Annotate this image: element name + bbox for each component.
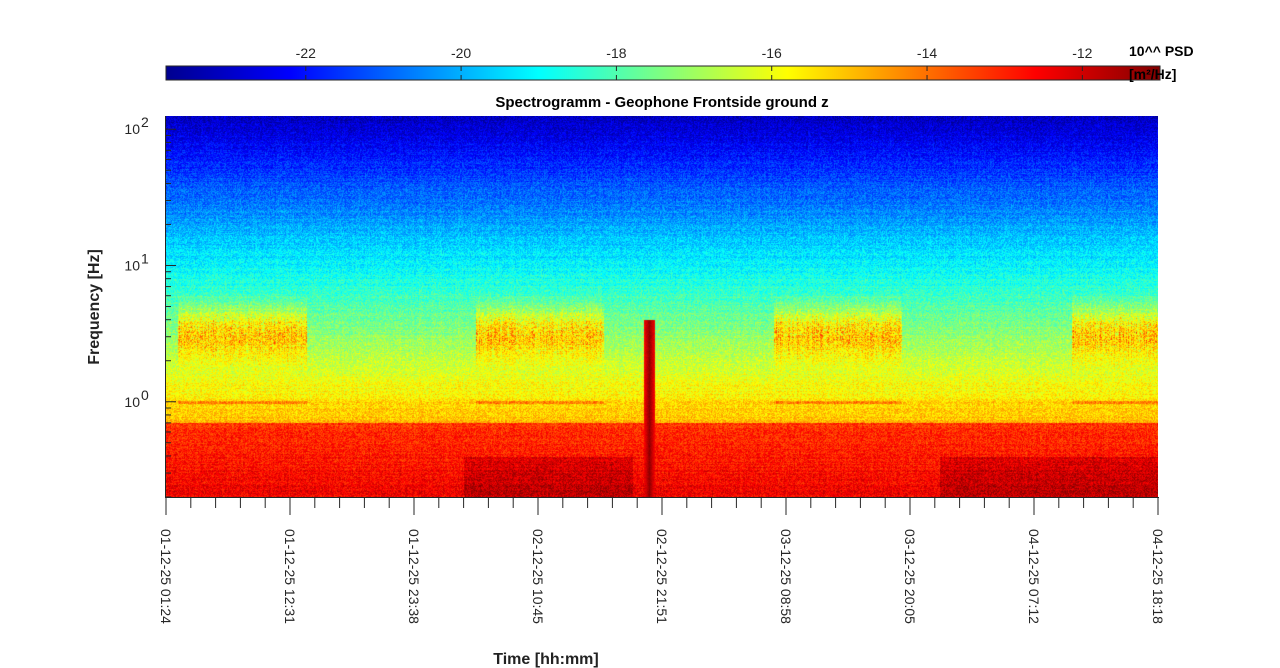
chart-title: Spectrogramm - Geophone Frontside ground… [495,94,828,111]
colorbar-label-line1: 10^^ PSD [1129,43,1194,59]
x-tick-label: 03-12-25 20:05 [902,529,918,624]
colorbar: -22 -20 -18 -16 -14 -12 10^^ PSD [m²/Hz] [165,43,1194,82]
colorbar-tick-label: -16 [762,45,782,61]
x-tick-label: 04-12-25 18:18 [1150,529,1166,624]
x-tick-label: 01-12-25 23:38 [406,529,422,624]
x-tick-label: 01-12-25 01:24 [158,529,174,624]
colorbar-tick-label: -20 [451,45,471,61]
colorbar-tick-label: -14 [917,45,937,61]
y-tick-exponent: 0 [141,387,149,403]
x-axis-ticks: 01-12-25 01:24 01-12-25 12:31 01-12-25 23:… [158,497,1166,624]
colorbar-ticks: -22 -20 -18 -16 -14 -12 [296,45,1093,80]
x-axis-label: Time [hh:mm] [493,651,598,668]
x-tick-label: 04-12-25 07:12 [1026,529,1042,624]
colorbar-tick-label: -22 [296,45,316,61]
x-tick-label: 03-12-25 08:58 [778,529,794,624]
colorbar-tick-label: -18 [606,45,626,61]
spectrogram-image [166,116,1158,497]
colorbar-gradient [165,65,1161,81]
colorbar-tick-label: -12 [1072,45,1092,61]
x-tick-label: 01-12-25 12:31 [282,529,298,624]
x-tick-label: 02-12-25 21:51 [654,529,670,624]
y-tick-label: 10 [124,394,140,410]
x-tick-label: 02-12-25 10:45 [530,529,546,624]
y-tick-exponent: 2 [141,114,149,130]
y-tick-exponent: 1 [141,250,149,266]
y-tick-label: 10 [124,121,140,137]
y-axis-label: Frequency [Hz] [86,249,103,365]
y-tick-label: 10 [124,257,140,273]
colorbar-label-line2: [m²/Hz] [1129,66,1176,82]
